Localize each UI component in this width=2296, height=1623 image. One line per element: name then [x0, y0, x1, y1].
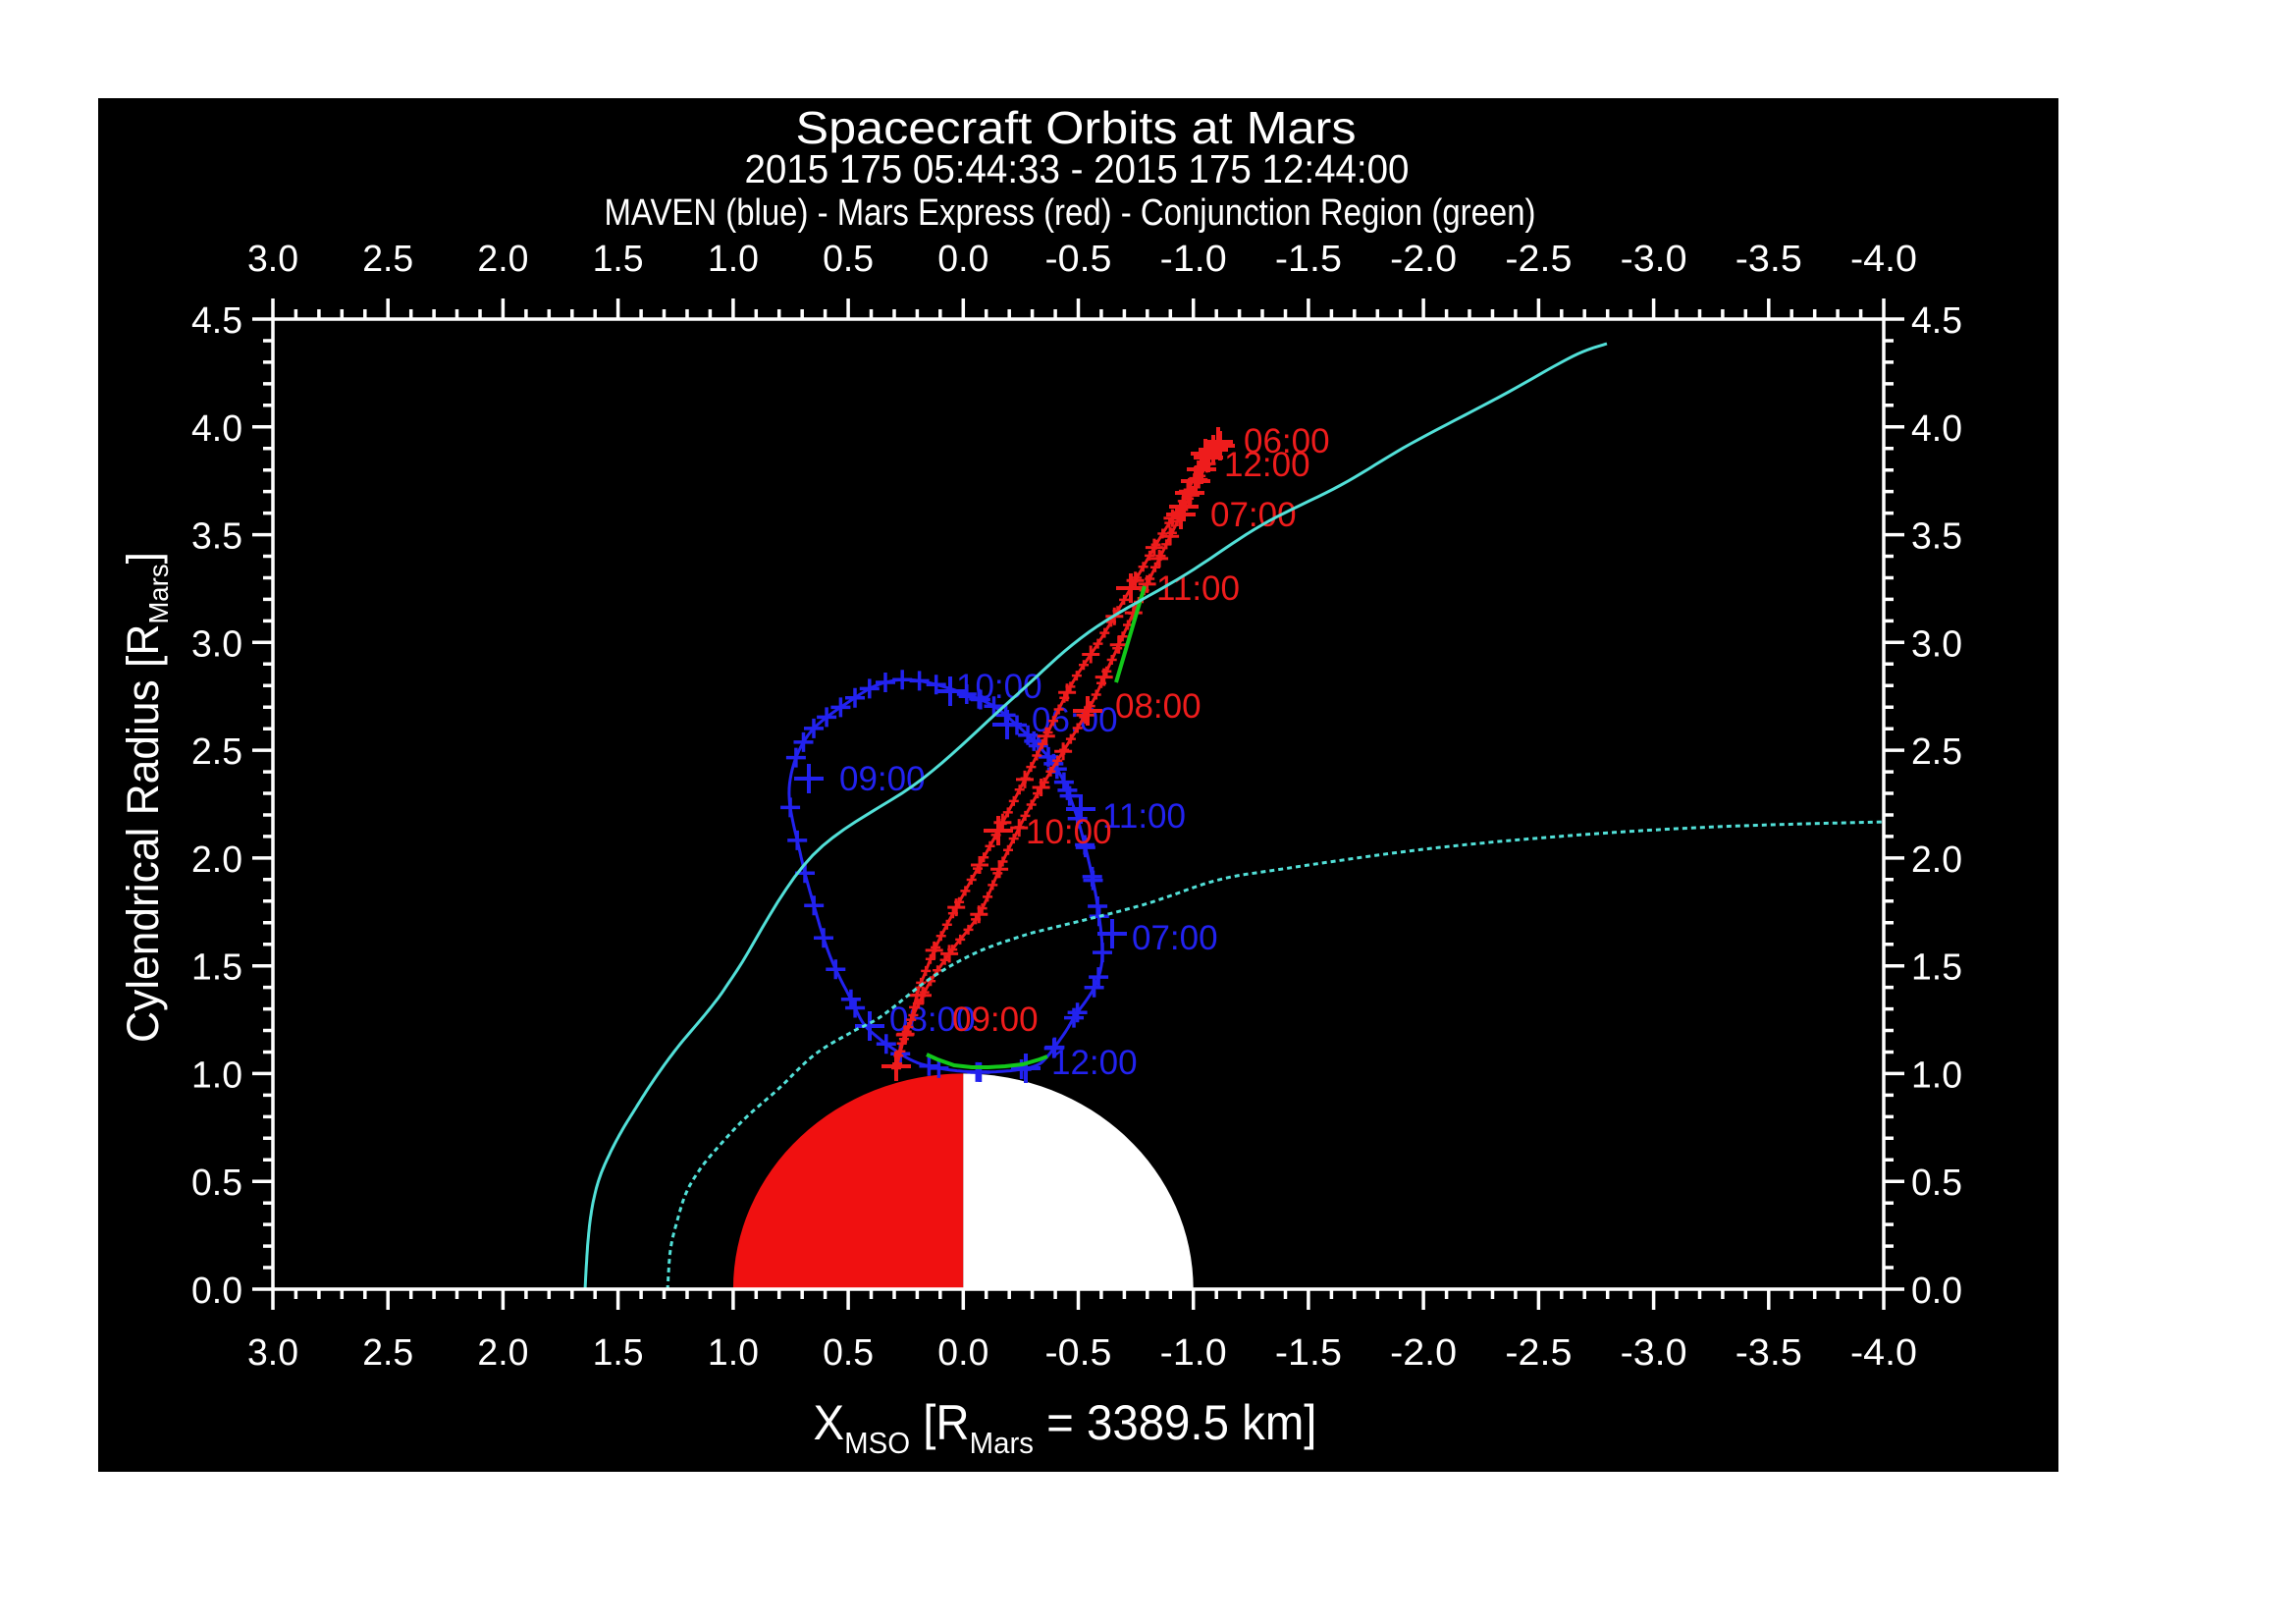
- svg-text:-0.5: -0.5: [1045, 239, 1112, 280]
- svg-text:-3.5: -3.5: [1735, 239, 1802, 280]
- svg-text:2.0: 2.0: [191, 839, 242, 881]
- svg-text:09:00: 09:00: [952, 1001, 1039, 1039]
- svg-text:2.5: 2.5: [1911, 731, 1962, 773]
- svg-text:2.0: 2.0: [477, 239, 528, 280]
- svg-text:3.0: 3.0: [247, 239, 298, 280]
- svg-text:-2.5: -2.5: [1505, 239, 1572, 280]
- svg-text:4.5: 4.5: [1911, 300, 1962, 342]
- svg-text:2.5: 2.5: [362, 239, 413, 280]
- svg-text:-4.0: -4.0: [1850, 1332, 1917, 1374]
- svg-text:-2.0: -2.0: [1390, 239, 1457, 280]
- svg-text:2015 175 05:44:33 - 2015 175 1: 2015 175 05:44:33 - 2015 175 12:44:00: [745, 146, 1410, 191]
- svg-text:3.0: 3.0: [1911, 623, 1962, 665]
- svg-text:-4.0: -4.0: [1850, 239, 1917, 280]
- svg-text:0.0: 0.0: [1911, 1271, 1962, 1312]
- svg-text:06:00: 06:00: [1244, 422, 1330, 460]
- svg-text:0.5: 0.5: [823, 1332, 874, 1374]
- svg-text:2.5: 2.5: [191, 731, 242, 773]
- svg-text:1.5: 1.5: [191, 947, 242, 989]
- svg-text:1.0: 1.0: [708, 239, 759, 280]
- svg-text:07:00: 07:00: [1132, 919, 1218, 957]
- svg-text:1.0: 1.0: [191, 1055, 242, 1096]
- svg-text:2.0: 2.0: [1911, 839, 1962, 881]
- svg-text:3.0: 3.0: [247, 1332, 298, 1374]
- svg-text:3.0: 3.0: [191, 623, 242, 665]
- svg-text:11:00: 11:00: [1102, 797, 1186, 836]
- svg-text:3.5: 3.5: [191, 516, 242, 558]
- svg-text:-2.0: -2.0: [1390, 1332, 1457, 1374]
- svg-text:Cylendrical Radius [RMars]: Cylendrical Radius [RMars]: [118, 552, 174, 1043]
- svg-text:1.5: 1.5: [1911, 947, 1962, 989]
- svg-text:1.0: 1.0: [708, 1332, 759, 1374]
- svg-text:4.0: 4.0: [1911, 408, 1962, 450]
- svg-text:3.5: 3.5: [1911, 516, 1962, 558]
- svg-text:1.5: 1.5: [593, 239, 644, 280]
- svg-text:-3.5: -3.5: [1735, 1332, 1802, 1374]
- svg-text:1.5: 1.5: [593, 1332, 644, 1374]
- svg-text:11:00: 11:00: [1156, 569, 1240, 608]
- svg-text:0.5: 0.5: [1911, 1163, 1962, 1204]
- svg-text:0.0: 0.0: [937, 239, 988, 280]
- svg-text:2.5: 2.5: [362, 1332, 413, 1374]
- svg-text:0.5: 0.5: [191, 1163, 242, 1204]
- svg-text:09:00: 09:00: [839, 760, 926, 798]
- svg-text:-2.5: -2.5: [1505, 1332, 1572, 1374]
- svg-text:-1.5: -1.5: [1275, 239, 1342, 280]
- svg-text:2.0: 2.0: [477, 1332, 528, 1374]
- svg-text:-0.5: -0.5: [1045, 1332, 1112, 1374]
- svg-text:0.0: 0.0: [191, 1271, 242, 1312]
- svg-text:10:00: 10:00: [1026, 813, 1112, 851]
- svg-text:08:00: 08:00: [1115, 687, 1201, 726]
- svg-text:12:00: 12:00: [1224, 446, 1310, 484]
- svg-text:-3.0: -3.0: [1621, 239, 1687, 280]
- svg-text:0.5: 0.5: [823, 239, 874, 280]
- svg-text:Spacecraft Orbits at Mars: Spacecraft Orbits at Mars: [796, 102, 1357, 153]
- svg-text:10:00: 10:00: [956, 668, 1042, 706]
- svg-text:4.5: 4.5: [191, 300, 242, 342]
- svg-text:-1.0: -1.0: [1160, 1332, 1227, 1374]
- svg-text:12:00: 12:00: [1051, 1044, 1138, 1082]
- svg-text:-1.5: -1.5: [1275, 1332, 1342, 1374]
- svg-text:1.0: 1.0: [1911, 1055, 1962, 1096]
- svg-text:4.0: 4.0: [191, 408, 242, 450]
- svg-text:0.0: 0.0: [937, 1332, 988, 1374]
- svg-text:-1.0: -1.0: [1160, 239, 1227, 280]
- svg-text:-3.0: -3.0: [1621, 1332, 1687, 1374]
- svg-text:MAVEN (blue) - Mars Express (r: MAVEN (blue) - Mars Express (red) - Conj…: [605, 192, 1536, 234]
